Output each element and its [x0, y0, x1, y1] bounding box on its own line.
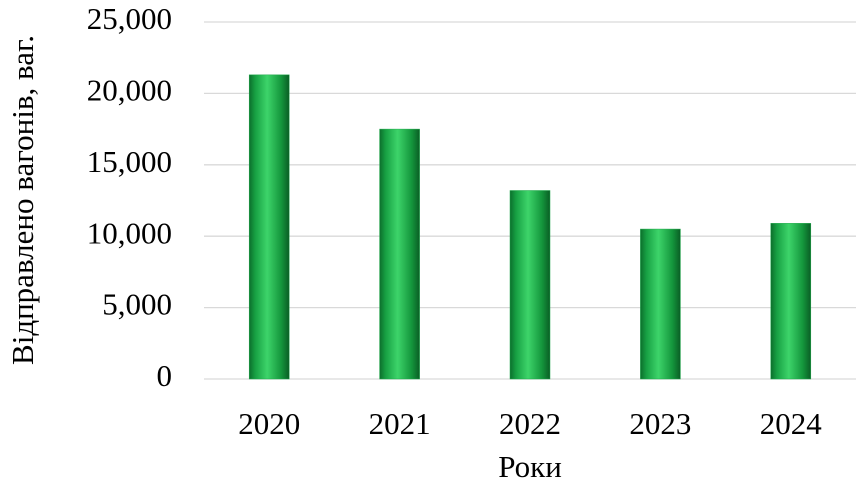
y-tick-label: 10,000 [87, 215, 172, 250]
x-tick-label: 2024 [760, 406, 823, 441]
x-tick-label: 2023 [629, 406, 691, 441]
y-axis-label: Відправлено вагонів, ваг. [5, 35, 40, 365]
x-tick-label: 2020 [238, 406, 300, 441]
bar [509, 190, 551, 380]
y-tick-label: 0 [157, 358, 173, 393]
y-tick-label: 20,000 [87, 73, 172, 108]
y-tick-label: 15,000 [87, 144, 172, 179]
bar [248, 74, 290, 380]
y-tick-label: 25,000 [87, 1, 172, 36]
bar [640, 228, 681, 380]
y-tick-label: 5,000 [102, 287, 172, 322]
x-axis-label: Роки [498, 449, 562, 484]
bar [379, 128, 420, 380]
x-tick-label: 2021 [369, 406, 431, 441]
bar [770, 223, 812, 380]
x-tick-label: 2022 [499, 406, 561, 441]
